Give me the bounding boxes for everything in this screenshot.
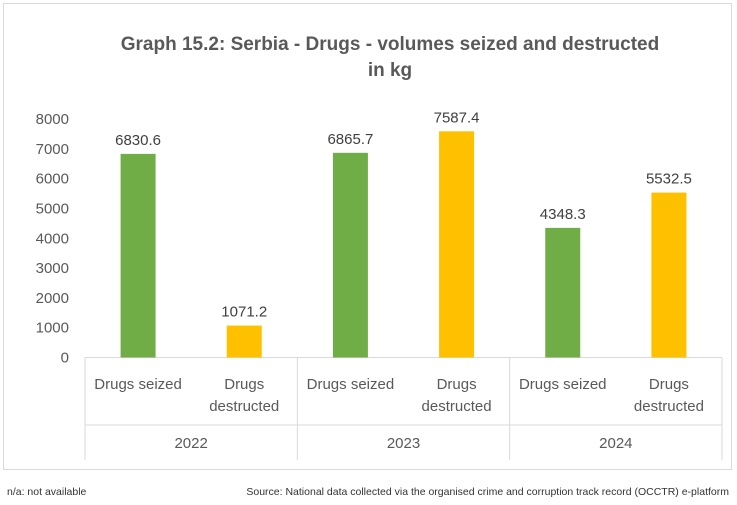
- group-label: 2023: [387, 435, 420, 452]
- chart-title: Graph 15.2: Serbia - Drugs - volumes sei…: [120, 34, 660, 55]
- source-note: Source: National data collected via the …: [246, 486, 729, 498]
- category-label: destructed: [422, 398, 492, 415]
- category-label: Drugs: [649, 376, 689, 393]
- bar: [332, 152, 368, 358]
- data-label: 6830.6: [115, 132, 161, 149]
- y-tick-label: 5000: [36, 200, 69, 217]
- bar: [439, 131, 475, 358]
- data-label: 6865.7: [327, 131, 373, 148]
- data-label: 4348.3: [540, 206, 586, 223]
- y-tick-label: 1000: [36, 320, 69, 337]
- data-label: 7587.4: [434, 109, 480, 126]
- chart-frame: [3, 3, 732, 470]
- y-tick-label: 2000: [36, 290, 69, 307]
- y-tick-label: 7000: [36, 141, 69, 158]
- y-tick-label: 3000: [36, 260, 69, 277]
- group-label: 2024: [599, 435, 632, 452]
- y-tick-label: 4000: [36, 230, 69, 247]
- category-label: Drugs: [437, 376, 477, 393]
- category-label: Drugs seized: [519, 376, 607, 393]
- data-label: 5532.5: [646, 171, 692, 188]
- category-label: Drugs: [224, 376, 264, 393]
- bar: [226, 325, 262, 358]
- y-tick-label: 8000: [36, 111, 69, 128]
- y-tick-label: 6000: [36, 171, 69, 188]
- footnote-na: n/a: not available: [7, 486, 87, 498]
- category-label: destructed: [634, 398, 704, 415]
- y-tick-label: 0: [61, 350, 69, 367]
- group-label: 2022: [174, 435, 207, 452]
- category-label: Drugs seized: [307, 376, 395, 393]
- chart-title-line2: in kg: [367, 60, 413, 81]
- bar: [651, 192, 687, 358]
- data-label: 1071.2: [221, 304, 267, 321]
- category-label: destructed: [209, 398, 279, 415]
- bar: [545, 227, 581, 358]
- category-label: Drugs seized: [94, 376, 182, 393]
- bar: [120, 153, 156, 358]
